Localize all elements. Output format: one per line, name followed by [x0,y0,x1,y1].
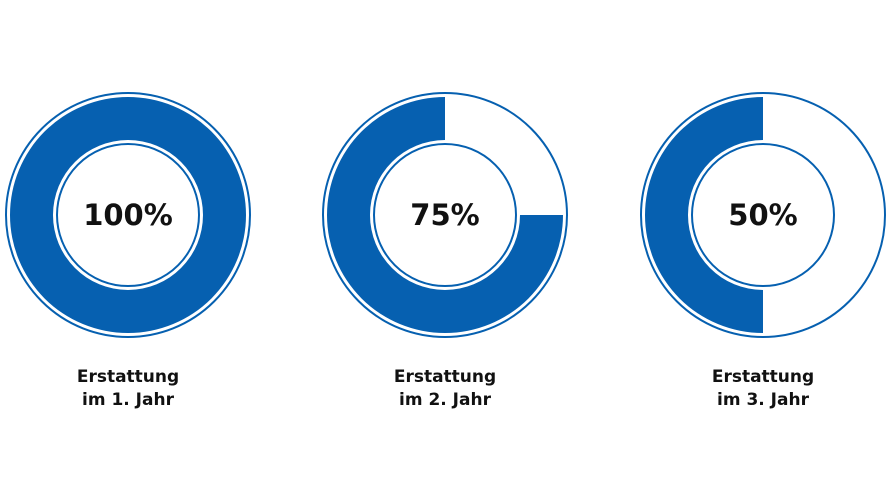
donut-chart-year-3: 50% Erstattung im 3. Jahr [640,92,886,410]
donut-outer-ring [640,92,886,338]
donut-center-label: 75% [410,198,479,232]
donut-caption-line1: Erstattung [77,367,179,387]
donut-caption-line1: Erstattung [394,367,496,387]
donut-inner-ring [691,143,835,287]
donut-fill-arc [327,97,563,333]
donut-caption-line1: Erstattung [712,367,814,387]
donut-center-label: 100% [83,198,173,232]
donut-caption-line2: im 1. Jahr [82,390,175,410]
donut-inner-ring [56,143,200,287]
donut-outer-ring [5,92,251,338]
donut-outer-ring [322,92,568,338]
donut-center-label: 50% [728,198,797,232]
donut-fill-arc [645,97,763,333]
donut-caption-line2: im 2. Jahr [399,390,492,410]
donut-caption-line2: im 3. Jahr [717,390,810,410]
donut-fill-arc [10,97,246,333]
donut-inner-ring [373,143,517,287]
donut-chart-year-1: 100% Erstattung im 1. Jahr [5,92,251,410]
donut-chart-year-2: 75% Erstattung im 2. Jahr [322,92,568,410]
